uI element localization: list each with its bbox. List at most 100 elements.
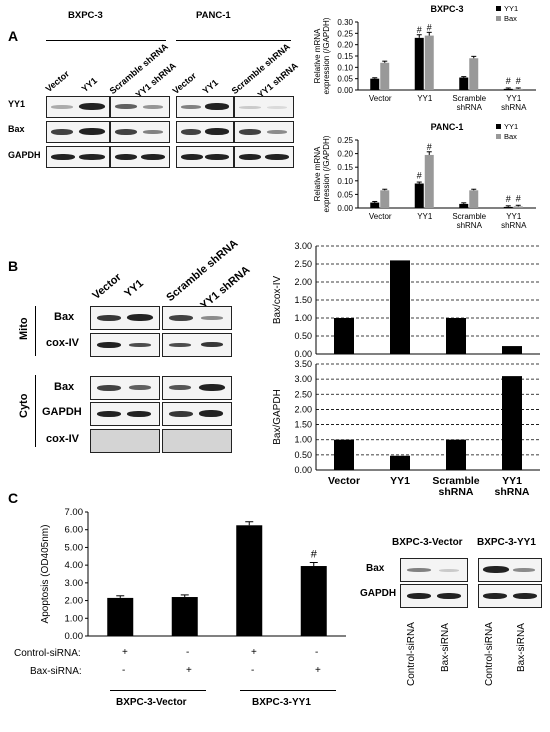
c-bax-sign-2: + [186,665,192,676]
y-tick-label: 3.50 [294,359,312,369]
a-lane-vector-panc: Vector [170,70,199,96]
blot-c-bax-yy1 [478,558,542,582]
legend-label: YY1 [504,4,518,13]
y-tick-label: 0.00 [337,86,353,95]
blot-a-gapdh-pa2 [234,146,294,168]
bar [459,77,469,90]
y-tick-label: 3.00 [65,578,84,589]
legend-label: Bax [504,132,517,141]
b-mito-bracket [35,306,36,356]
chart-panc1-mrna: PANC-1 0.00 0.05 0.10 0.15 0.20 0.25 Relative m… [313,122,536,230]
bar [236,525,263,636]
y-tick-label: 0.30 [337,18,353,27]
y-tick-label: 0.00 [65,631,84,642]
bar [424,154,434,208]
blot-a-gapdh-bx2 [110,146,170,168]
c-bax-sign-3: - [251,665,255,676]
x-tick-label: YY1 [506,94,522,103]
y-tick-label: 1.00 [294,313,312,323]
y-axis-label: Bax/GAPDH [272,389,283,445]
panel-b-charts: 0.00 0.50 1.00 1.50 2.00 2.50 3.00 Bax/cox-IV 0… [272,241,540,498]
y-tick-label: 0.00 [294,465,312,475]
chart-title: BXPC-3 [430,4,463,14]
legend-label: YY1 [504,122,518,131]
y-tick-label: 0.50 [294,331,312,341]
c-blot-lane-4: Bax-siRNA [516,623,527,672]
y-tick-label: 0.20 [337,150,353,159]
x-tick-label: shRNA [438,486,473,498]
x-tick-label: shRNA [457,103,483,112]
legend-label: Bax [504,14,517,23]
c-blot-title-vector: BXPC-3-Vector [392,537,463,548]
y-tick-label: 1.00 [65,613,84,624]
y-tick-label: 0.25 [337,29,353,38]
y-tick-label: 2.00 [294,277,312,287]
legend-swatch [496,16,501,21]
y-tick-label: 0.10 [337,63,353,72]
y-tick-label: 0.20 [337,41,353,50]
y-tick-label: 2.50 [294,259,312,269]
y-axis-label-line: Relative mRNA [313,28,322,83]
y-tick-label: 1.00 [294,435,312,445]
blot-b-cyto-gapdh-1 [90,402,160,426]
x-tick-label: YY1 [417,212,433,221]
panel-c-letter: C [8,490,19,506]
a-lane-yy1-panc: YY1 [200,77,221,96]
c-control-sign-3: + [251,647,257,658]
significance-mark: # [516,193,521,203]
blot-a-bax-pa2 [234,121,294,143]
c-control-sign-1: + [122,647,128,658]
blot-a-bax-bx1 [46,121,110,143]
b-cyto-bracket [35,375,36,447]
x-tick-label: YY1 [390,475,410,487]
bar [446,318,466,354]
bar [414,183,424,208]
c-blot-row-bax: Bax [366,563,385,574]
blot-b-cyto-bax-1 [90,376,160,400]
bar [513,206,523,208]
b-cyto-row-gapdh: GAPDH [42,406,82,418]
c-bax-label: Bax-siRNA: [30,666,82,677]
x-tick-label: Scramble [432,475,479,487]
y-tick-label: 0.50 [294,450,312,460]
b-lane-yy1: YY1 [122,277,146,300]
y-axis-label: Relative mRNAexpression (/GAPDH) [313,17,331,94]
bar [380,62,390,90]
x-tick-label: shRNA [501,103,527,112]
bar [380,190,390,208]
blot-c-bax-vector [400,558,468,582]
x-tick-label: shRNA [501,221,527,230]
bar [334,318,354,354]
chart-bax-coxiv: 0.00 0.50 1.00 1.50 2.00 2.50 3.00 Bax/cox-IV [272,241,540,359]
legend-swatch [496,134,501,139]
significance-mark: # [506,194,511,204]
c-control-sign-4: - [315,647,319,658]
blot-b-cyto-cox-2 [162,429,232,453]
chart-bxpc3-mrna: BXPC-3 0.00 0.05 0.10 0.15 0.20 0.25 0.30 Relati… [313,4,536,112]
x-tick-label: YY1 [502,475,522,487]
bar [370,202,380,208]
x-tick-label: shRNA [494,486,529,498]
a-row-gapdh: GAPDH [8,150,41,160]
blot-a-gapdh-bx1 [46,146,110,168]
bar [300,566,327,636]
y-tick-label: 2.00 [294,404,312,414]
x-tick-label: YY1 [417,94,433,103]
bar [502,376,522,470]
c-group-yy1: BXPC-3-YY1 [252,697,311,708]
bar [459,203,469,208]
x-tick-label: Vector [369,212,392,221]
b-cyto-row-bax: Bax [54,381,75,393]
significance-mark: # [311,548,318,560]
b-fraction-mito: Mito [18,317,30,340]
y-tick-label: 2.00 [65,596,84,607]
blot-b-mito-cox-2 [162,333,232,357]
blot-b-cyto-gapdh-2 [162,402,232,426]
bar [390,455,410,470]
y-tick-label: 6.00 [65,525,84,536]
chart-apoptosis: 0.00 1.00 2.00 3.00 4.00 5.00 6.00 7.00 Apoptosi… [40,507,346,642]
bar [446,439,466,470]
c-bax-sign-1: - [122,665,126,676]
blot-a-gapdh-pa1 [176,146,234,168]
b-cyto-row-coxiv: cox-IV [46,433,80,445]
